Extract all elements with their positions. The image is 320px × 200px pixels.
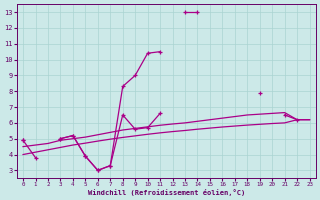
- X-axis label: Windchill (Refroidissement éolien,°C): Windchill (Refroidissement éolien,°C): [88, 189, 245, 196]
